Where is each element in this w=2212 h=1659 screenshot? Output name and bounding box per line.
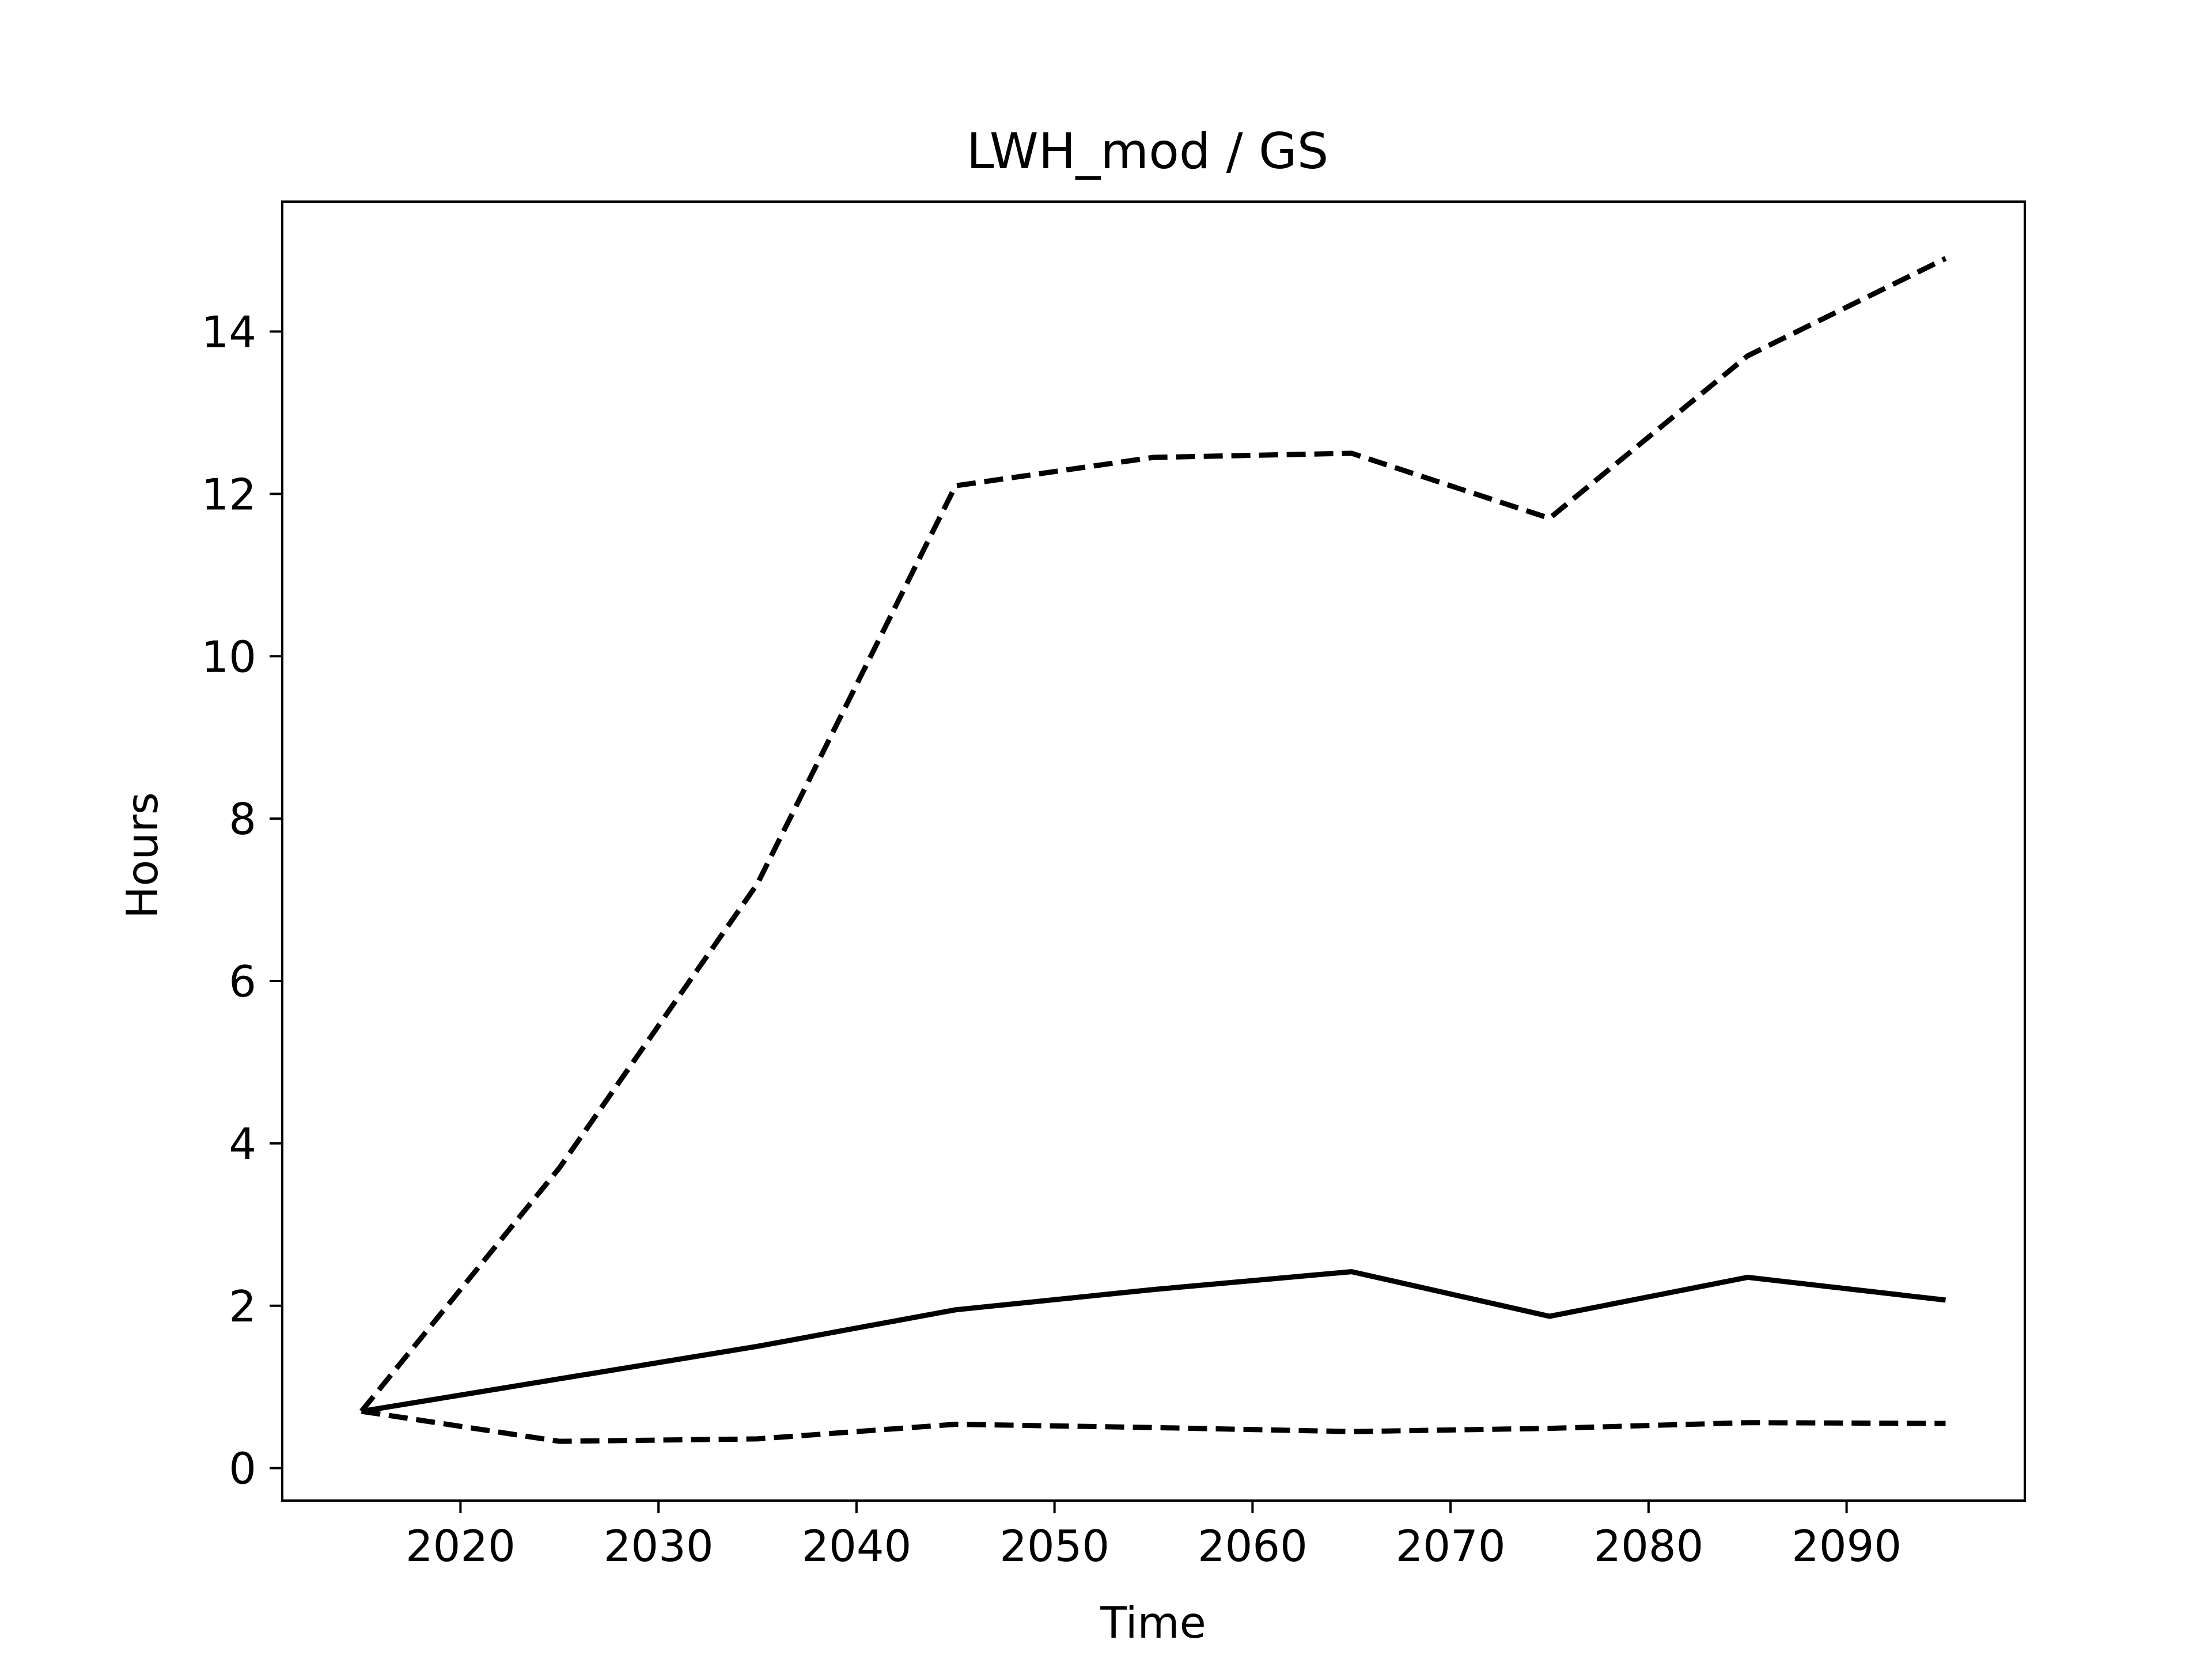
- plot-area-frame: [281, 200, 2026, 1502]
- series-layer: [359, 256, 1947, 1444]
- y-tick-label: 2: [229, 1281, 256, 1332]
- x-tick-label: 2020: [406, 1521, 516, 1571]
- y-tick-label: 10: [202, 631, 256, 682]
- y-tick-label: 4: [229, 1119, 256, 1169]
- x-tick-label: 2090: [1791, 1521, 1902, 1571]
- x-tick-label: 2060: [1198, 1521, 1308, 1571]
- y-axis: 0 2 4 6 8 10 12 14: [202, 307, 282, 1494]
- x-tick-label: 2080: [1593, 1521, 1703, 1571]
- y-tick-label: 8: [229, 794, 256, 844]
- x-tick-label: 2070: [1396, 1521, 1506, 1571]
- chart-title: LWH_mod / GS: [967, 123, 1329, 180]
- x-axis-label: Time: [1100, 1597, 1206, 1648]
- y-tick-label: 12: [202, 469, 256, 520]
- series-line-3: [361, 1408, 1946, 1444]
- x-tick-label: 2050: [999, 1521, 1109, 1571]
- series-line-1: [359, 256, 1947, 1413]
- x-tick-label: 2040: [801, 1521, 911, 1571]
- x-axis: 2020 2030 2040 2050 2060 2070 2080 2090: [406, 1501, 1902, 1571]
- y-tick-label: 0: [229, 1444, 256, 1494]
- y-axis-label: Hours: [117, 792, 168, 919]
- y-tick-label: 6: [229, 956, 256, 1007]
- x-tick-label: 2030: [604, 1521, 714, 1571]
- series-line-2: [361, 1269, 1946, 1414]
- y-tick-label: 14: [202, 307, 256, 358]
